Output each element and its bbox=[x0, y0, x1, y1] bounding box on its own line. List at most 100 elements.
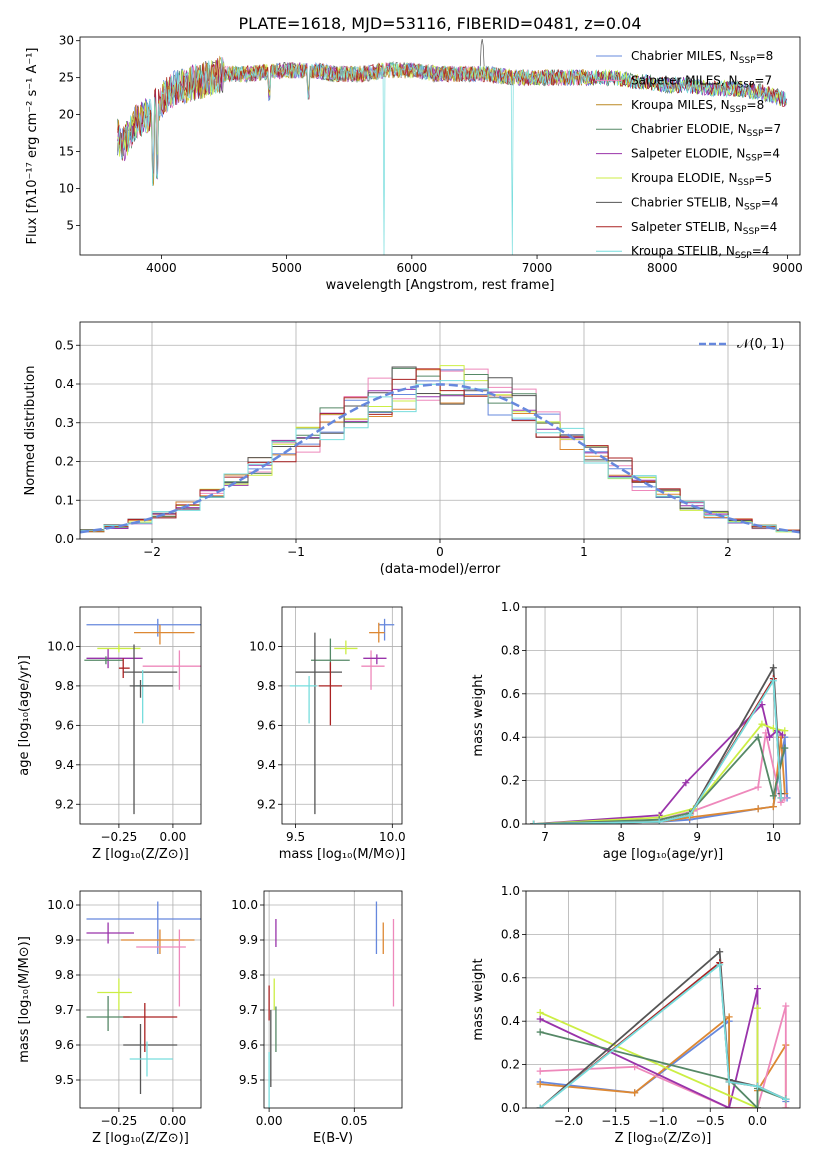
weight-marker bbox=[782, 1002, 790, 1010]
y-tick-label: 9.6 bbox=[55, 1038, 74, 1052]
weight-marker bbox=[758, 720, 766, 728]
axes-frame bbox=[79, 606, 202, 825]
y-tick-label: 0.2 bbox=[55, 455, 74, 469]
weight-marker bbox=[769, 803, 777, 811]
y-tick-label: 0.8 bbox=[501, 643, 520, 657]
legend-label: Chabrier ELODIE, NSSP=7 bbox=[631, 122, 781, 139]
y-tick-label: 1.0 bbox=[501, 600, 520, 614]
x-tick-label: 1 bbox=[580, 545, 588, 559]
x-tick-label: 0.00 bbox=[256, 1114, 283, 1128]
weight-marker bbox=[682, 779, 690, 787]
panel-age_vs_Z: −0.25 0.00 9.2 9.4 9.6 9.8 10.0 Z [log₁₀(Z/Z⊙)]… bbox=[17, 606, 202, 862]
x-tick-label: 9.5 bbox=[286, 830, 305, 844]
legend-label: Kroupa MILES, NSSP=8 bbox=[631, 98, 764, 115]
x-tick-label: −0.25 bbox=[101, 1114, 138, 1128]
y-tick-label: 9.9 bbox=[55, 933, 74, 947]
x-tick-label: 5000 bbox=[271, 261, 302, 275]
y-tick-label: 9.8 bbox=[257, 679, 276, 693]
x-tick-label: 8000 bbox=[647, 261, 678, 275]
errorbars bbox=[84, 618, 201, 815]
weight-marker bbox=[530, 820, 538, 824]
weight-marker bbox=[753, 1104, 761, 1108]
weight-line-5 bbox=[533, 735, 786, 824]
y-tick-label: 30 bbox=[59, 34, 74, 48]
y-tick-label: 10 bbox=[59, 181, 74, 195]
y-tick-label: 9.8 bbox=[55, 968, 74, 982]
x-axis-label: (data-model)/error bbox=[380, 562, 501, 577]
legend-label: Kroupa STELIB, NSSP=4 bbox=[631, 244, 769, 261]
errorbars bbox=[268, 901, 395, 1108]
x-tick-label: 0.00 bbox=[160, 830, 187, 844]
panel-weight_vs_age: 7 8 9 10 0.0 0.2 0.4 0.6 0.8 1.0 age [log₁₀(age/yr… bbox=[471, 600, 801, 862]
x-tick-label: −2 bbox=[143, 545, 161, 559]
x-axis-label: E(B-V) bbox=[313, 1131, 353, 1146]
weight-marker bbox=[753, 1082, 761, 1090]
histograms bbox=[80, 365, 800, 534]
weight-marker bbox=[753, 1004, 761, 1012]
x-axis-label: mass [log₁₀(M/M⊙)] bbox=[279, 847, 406, 862]
panel-age_vs_mass: 9.5 10.0 9.2 9.4 9.6 9.8 10.0 mass [log₁₀(M/M⊙)… bbox=[249, 606, 406, 862]
axes-frame bbox=[79, 321, 801, 540]
y-tick-label: 9.4 bbox=[257, 758, 276, 772]
y-tick-label: 0.0 bbox=[501, 1101, 520, 1115]
y-tick-label: 0.0 bbox=[55, 532, 74, 546]
y-tick-label: 15 bbox=[59, 145, 74, 159]
y-tick-label: 0.3 bbox=[55, 416, 74, 430]
legend-label: Salpeter MILES, NSSP=7 bbox=[631, 73, 772, 90]
weight-marker bbox=[781, 744, 789, 752]
weight-lines bbox=[530, 664, 791, 824]
y-axis-label: age [log₁₀(age/yr)] bbox=[17, 655, 32, 776]
panel-mass_vs_Z: −0.25 0.00 9.5 9.6 9.7 9.8 9.9 10.0 Z [log₁₀(Z/Z… bbox=[17, 890, 202, 1146]
x-tick-label: −1.5 bbox=[601, 1114, 630, 1128]
legend-label: Salpeter ELODIE, NSSP=4 bbox=[631, 147, 780, 164]
y-tick-label: 0.1 bbox=[55, 493, 74, 507]
weight-marker bbox=[536, 1028, 544, 1036]
axes-frame bbox=[263, 890, 403, 1109]
weight-marker bbox=[536, 1009, 544, 1017]
y-tick-label: 0.4 bbox=[55, 377, 74, 391]
y-tick-label: 9.8 bbox=[55, 679, 74, 693]
y-tick-label: 0.8 bbox=[501, 927, 520, 941]
weight-marker bbox=[536, 1080, 544, 1088]
x-tick-label: −0.5 bbox=[696, 1114, 725, 1128]
y-axis-label: mass weight bbox=[471, 674, 486, 756]
x-axis-label: Z [log₁₀(Z/Z⊙)] bbox=[615, 1131, 712, 1146]
weight-marker bbox=[716, 961, 724, 969]
weight-marker bbox=[754, 783, 762, 791]
x-tick-label: 0.0 bbox=[748, 1114, 767, 1128]
x-tick-label: −1.0 bbox=[648, 1114, 677, 1128]
y-tick-label: 9.7 bbox=[239, 1003, 258, 1017]
weight-marker bbox=[753, 985, 761, 993]
y-axis-label: Normed distribution bbox=[23, 366, 38, 496]
x-tick-label: 10.0 bbox=[379, 830, 406, 844]
weight-marker bbox=[769, 792, 777, 800]
y-tick-label: 5 bbox=[66, 218, 74, 232]
y-tick-label: 20 bbox=[59, 108, 74, 122]
y-tick-label: 0.6 bbox=[501, 687, 520, 701]
y-axis-label: mass [log₁₀(M/M⊙)] bbox=[17, 936, 32, 1063]
weight-line-5 bbox=[539, 1031, 787, 1108]
y-tick-label: 0.0 bbox=[501, 817, 520, 831]
weight-marker bbox=[782, 1104, 790, 1108]
legend-label: Kroupa ELODIE, NSSP=5 bbox=[631, 171, 772, 188]
weight-marker bbox=[725, 1104, 733, 1108]
legend-label: Salpeter STELIB, NSSP=4 bbox=[631, 220, 777, 237]
x-axis-label: Z [log₁₀(Z/Z⊙)] bbox=[92, 847, 189, 862]
errorbars bbox=[289, 618, 395, 815]
x-tick-label: 9000 bbox=[772, 261, 803, 275]
y-axis-label: Flux [fλ10⁻¹⁷ erg cm⁻² s⁻¹ A⁻¹] bbox=[25, 48, 40, 245]
y-tick-label: 10.0 bbox=[47, 639, 74, 653]
y-tick-label: 1.0 bbox=[501, 884, 520, 898]
weight-marker bbox=[754, 733, 762, 741]
x-tick-label: −1 bbox=[287, 545, 305, 559]
spectrum-line-8 bbox=[117, 57, 788, 255]
y-tick-label: 0.6 bbox=[501, 971, 520, 985]
x-tick-label: 6000 bbox=[397, 261, 428, 275]
y-tick-label: 9.9 bbox=[239, 933, 258, 947]
panel-residuals: −2 −1 0 1 2 0.0 0.1 0.2 0.3 0.4 0.5 (data-model)/er… bbox=[23, 321, 801, 577]
y-tick-label: 9.6 bbox=[239, 1038, 258, 1052]
y-tick-label: 10.0 bbox=[47, 898, 74, 912]
weight-marker bbox=[631, 1089, 639, 1097]
weight-marker bbox=[536, 1067, 544, 1075]
